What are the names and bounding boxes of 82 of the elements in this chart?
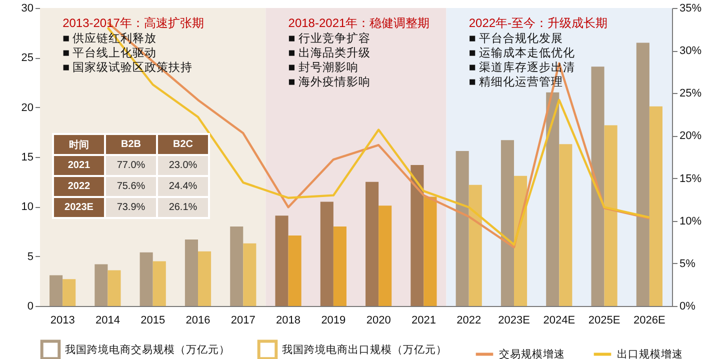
- bar: [108, 270, 121, 306]
- bar: [152, 261, 166, 306]
- x-tick-label: 2024E: [543, 314, 576, 326]
- y-tick-label: 30: [21, 2, 34, 14]
- legend-label: 交易规模增速: [499, 347, 565, 359]
- annotation: 26.1%: [158, 198, 208, 217]
- y2-tick-label: 30%: [680, 45, 702, 58]
- annotation: ■ 海外疫情影响: [288, 76, 370, 88]
- x-tick-label: 2026E: [634, 314, 666, 326]
- bar: [604, 125, 618, 306]
- x-tick-label: 2021: [411, 314, 436, 326]
- annotation: 73.9%: [106, 198, 156, 217]
- bar: [500, 140, 514, 306]
- annotation: 75.6%: [106, 177, 156, 196]
- y-tick-label: 20: [21, 102, 34, 114]
- x-tick-label: 2017: [230, 314, 256, 326]
- x-tick-label: 2016: [186, 314, 210, 326]
- annotation: B2C: [158, 135, 208, 154]
- bar: [636, 42, 650, 306]
- bar: [410, 164, 424, 306]
- y2-tick-label: 5%: [680, 258, 696, 270]
- annotation: 2023E: [54, 198, 104, 217]
- annotation: 24.4%: [158, 177, 208, 196]
- x-tick-label: 2013: [50, 314, 75, 326]
- annotation: ■ 行业竞争扩容: [288, 31, 370, 45]
- annotation: 2022: [54, 177, 104, 196]
- legend-label: 我国跨境电商出口规模（万亿元）: [282, 342, 447, 356]
- annotation: 23.0%: [158, 156, 208, 175]
- bar: [198, 251, 212, 306]
- y-tick-label: 15: [21, 152, 34, 164]
- x-tick-label: 2023E: [498, 314, 530, 326]
- y2-tick-label: 15%: [680, 172, 702, 185]
- annotation: 77.0%: [106, 156, 156, 175]
- bar: [546, 92, 560, 306]
- bar: [320, 202, 334, 306]
- x-tick-label: 2015: [140, 314, 166, 326]
- y-tick-label: 10: [21, 201, 34, 214]
- annotation: 时间: [54, 135, 104, 154]
- annotation: ■ 平台合规化发展: [468, 32, 564, 45]
- bar: [468, 184, 482, 306]
- bar: [140, 252, 153, 306]
- annotation: 2021: [54, 156, 104, 175]
- band-label: 2013-2017年：高速扩张期: [62, 16, 204, 30]
- annotation: ■ 封号潮影响: [288, 61, 358, 74]
- band-label: 2022年-至今：升级成长期: [468, 16, 608, 30]
- y-tick-label: 5: [27, 250, 34, 263]
- y2-tick-label: 25%: [680, 88, 702, 100]
- annotation: ■ 出海品类升级: [288, 46, 370, 60]
- bar: [184, 239, 198, 306]
- bar: [50, 275, 63, 306]
- y-tick-label: 0: [27, 300, 34, 312]
- bar: [514, 176, 528, 306]
- bar: [649, 106, 662, 306]
- bar: [378, 206, 392, 306]
- x-tick-label: 2020: [366, 314, 391, 326]
- legend-label: 出口规模增速: [617, 347, 683, 359]
- x-tick-label: 2014: [95, 314, 120, 326]
- bar: [333, 226, 346, 306]
- y2-tick-label: 20%: [680, 130, 702, 142]
- band-label: 2018-2021年：稳健调整期: [288, 16, 430, 30]
- x-tick-label: 2025E: [588, 314, 620, 326]
- legend-label: 我国跨境电商交易规模（万亿元）: [65, 342, 230, 356]
- y-tick-label: 25: [21, 52, 34, 64]
- bar: [456, 151, 469, 306]
- bar: [288, 235, 302, 306]
- y2-tick-label: 10%: [680, 215, 702, 228]
- annotation: ■ 运输成本走低优化: [468, 46, 576, 60]
- bar: [243, 243, 256, 306]
- x-tick-label: 2022: [456, 314, 482, 326]
- bar: [94, 264, 108, 306]
- bar: [424, 196, 437, 306]
- bar: [230, 226, 244, 306]
- annotation: B2B: [106, 135, 156, 154]
- y2-tick-label: 0%: [680, 300, 696, 312]
- bar: [591, 66, 604, 306]
- y2-tick-label: 35%: [680, 2, 702, 14]
- x-tick-label: 2018: [276, 314, 301, 326]
- bar: [559, 144, 572, 306]
- x-tick-label: 2019: [321, 314, 346, 326]
- bar: [275, 216, 288, 306]
- bar: [62, 279, 76, 306]
- bar: [366, 182, 379, 306]
